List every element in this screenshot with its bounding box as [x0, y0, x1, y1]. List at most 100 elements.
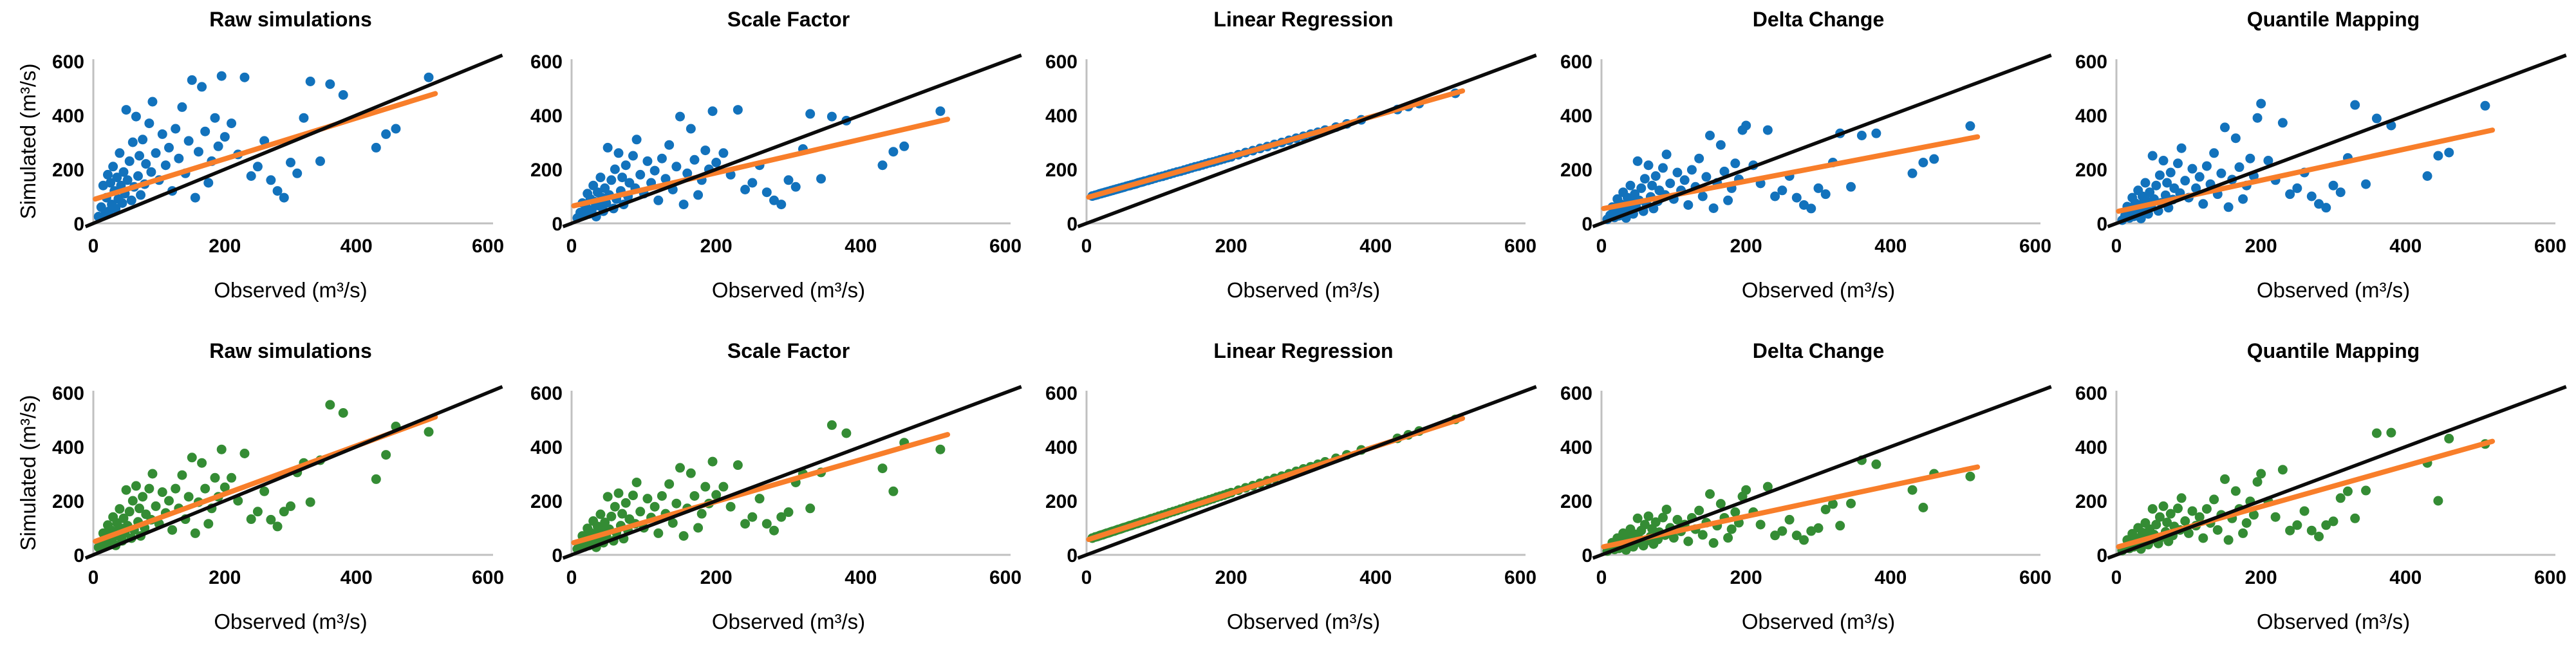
- svg-text:600: 600: [2019, 236, 2051, 257]
- svg-text:400: 400: [1045, 106, 1078, 127]
- svg-text:600: 600: [1504, 236, 1536, 257]
- svg-text:400: 400: [1560, 437, 1592, 458]
- svg-text:400: 400: [2075, 437, 2107, 458]
- svg-text:400: 400: [2075, 106, 2107, 127]
- svg-text:0: 0: [2096, 545, 2107, 566]
- svg-text:400: 400: [1874, 236, 1907, 257]
- svg-text:0: 0: [73, 545, 84, 566]
- scatter-plot: 0 200 400 600 0 200 400 600 Observed (m³/s): [530, 383, 1022, 633]
- svg-text:600: 600: [1045, 51, 1078, 73]
- svg-text:200: 200: [1560, 160, 1592, 181]
- chart-title: Raw simulations: [209, 339, 372, 362]
- svg-text:200: 200: [2245, 236, 2277, 257]
- svg-text:Observed (m³/s): Observed (m³/s): [1227, 278, 1380, 302]
- svg-text:200: 200: [52, 160, 84, 181]
- svg-text:400: 400: [341, 567, 373, 588]
- svg-text:400: 400: [1874, 567, 1907, 588]
- svg-text:0: 0: [88, 236, 99, 257]
- svg-text:200: 200: [700, 236, 733, 257]
- svg-text:Observed (m³/s): Observed (m³/s): [214, 278, 367, 302]
- svg-text:200: 200: [1045, 491, 1078, 512]
- svg-text:600: 600: [2075, 383, 2107, 404]
- svg-text:200: 200: [2075, 491, 2107, 512]
- svg-text:600: 600: [2534, 567, 2566, 588]
- chart-title: Linear Regression: [1213, 8, 1394, 31]
- svg-text:400: 400: [845, 236, 877, 257]
- chart-title: Scale Factor: [727, 8, 850, 31]
- svg-text:600: 600: [2019, 567, 2051, 588]
- scatter-plot: 0 200 400 600 0 200 400 600 Observed (m³/s): [2075, 51, 2567, 302]
- chart-title: Delta Change: [1752, 8, 1885, 31]
- svg-text:Observed (m³/s): Observed (m³/s): [712, 278, 865, 302]
- chart-title: Quantile Mapping: [2246, 339, 2420, 362]
- svg-text:400: 400: [52, 437, 84, 458]
- svg-text:200: 200: [700, 567, 733, 588]
- svg-text:0: 0: [1067, 545, 1078, 566]
- panel-bottom-raw-simulations: Raw simulations 0 200 400 600 0 200 400 600 Obse…: [0, 332, 515, 663]
- svg-text:400: 400: [1045, 437, 1078, 458]
- svg-text:600: 600: [472, 567, 504, 588]
- svg-text:Observed (m³/s): Observed (m³/s): [214, 610, 367, 633]
- svg-text:Simulated (m³/s): Simulated (m³/s): [16, 395, 40, 550]
- svg-text:0: 0: [566, 567, 577, 588]
- panel-top-quantile-mapping: Quantile Mapping 0 200 400 600 0 200 400 600 Obs…: [2060, 0, 2576, 332]
- panel-bottom-scale-factor: Scale Factor 0 200 400 600 0 200 400 600 Observe…: [515, 332, 1030, 663]
- svg-text:0: 0: [1596, 236, 1607, 257]
- svg-text:600: 600: [2075, 51, 2107, 73]
- svg-text:200: 200: [530, 160, 563, 181]
- svg-text:400: 400: [845, 567, 877, 588]
- svg-text:200: 200: [530, 491, 563, 512]
- chart-title: Scale Factor: [727, 339, 850, 362]
- scatter-plot: 0 200 400 600 0 200 400 600 Observed (m³/s): [2075, 383, 2567, 633]
- svg-text:0: 0: [552, 214, 563, 235]
- svg-text:200: 200: [1560, 491, 1592, 512]
- panel-top-raw-simulations: Raw simulations 0 200 400 600 0 200 400 600 Obse…: [0, 0, 515, 332]
- svg-text:200: 200: [2245, 567, 2277, 588]
- chart-title: Quantile Mapping: [2246, 8, 2420, 31]
- scatter-plot: 0 200 400 600 0 200 400 600 Observed (m³/s): [530, 51, 1022, 302]
- svg-text:0: 0: [88, 567, 99, 588]
- svg-text:600: 600: [989, 567, 1022, 588]
- svg-text:400: 400: [1560, 106, 1592, 127]
- svg-text:600: 600: [52, 51, 84, 73]
- svg-text:600: 600: [530, 51, 563, 73]
- svg-text:400: 400: [2389, 567, 2422, 588]
- svg-text:Observed (m³/s): Observed (m³/s): [2257, 278, 2410, 302]
- panel-bottom-linear-regression: Linear Regression 0 200 400 600 0 200 400 600 Ob…: [1030, 332, 1545, 663]
- scatter-plot: 0 200 400 600 0 200 400 600 Observed (m³/s) Simul…: [16, 383, 504, 633]
- svg-text:400: 400: [1359, 236, 1392, 257]
- svg-text:0: 0: [1081, 236, 1092, 257]
- svg-text:200: 200: [1045, 160, 1078, 181]
- svg-text:600: 600: [530, 383, 563, 404]
- svg-text:600: 600: [1560, 383, 1592, 404]
- scatter-plot: 0 200 400 600 0 200 400 600 Observed (m³/s): [1560, 383, 2052, 633]
- panel-bottom-quantile-mapping: Quantile Mapping 0 200 400 600 0 200 400 600 Obs…: [2060, 332, 2576, 663]
- panel-bottom-delta-change: Delta Change 0 200 400 600 0 200 400 600 Observe…: [1545, 332, 2060, 663]
- panel-top-delta-change: Delta Change 0 200 400 600 0 200 400 600 Observe…: [1545, 0, 2060, 332]
- scatter-plot: 0 200 400 600 0 200 400 600 Observed (m³/s): [1045, 383, 1537, 633]
- svg-text:0: 0: [2096, 214, 2107, 235]
- svg-text:Observed (m³/s): Observed (m³/s): [1742, 610, 1895, 633]
- svg-text:200: 200: [2075, 160, 2107, 181]
- svg-text:600: 600: [2534, 236, 2566, 257]
- svg-text:Observed (m³/s): Observed (m³/s): [1227, 610, 1380, 633]
- svg-text:400: 400: [52, 106, 84, 127]
- scatter-plot: 0 200 400 600 0 200 400 600 Observed (m³/s): [1560, 51, 2052, 302]
- svg-text:600: 600: [1560, 51, 1592, 73]
- svg-text:400: 400: [530, 106, 563, 127]
- svg-text:400: 400: [341, 236, 373, 257]
- svg-text:200: 200: [52, 491, 84, 512]
- svg-text:0: 0: [566, 236, 577, 257]
- svg-text:200: 200: [1730, 567, 1762, 588]
- svg-text:600: 600: [989, 236, 1022, 257]
- svg-text:600: 600: [1504, 567, 1536, 588]
- svg-text:Observed (m³/s): Observed (m³/s): [712, 610, 865, 633]
- svg-text:200: 200: [1730, 236, 1762, 257]
- panel-top-scale-factor: Scale Factor 0 200 400 600 0 200 400 600 Observe…: [515, 0, 1030, 332]
- svg-text:0: 0: [1596, 567, 1607, 588]
- panel-top-linear-regression: Linear Regression 0 200 400 600 0 200 400 600 Ob…: [1030, 0, 1545, 332]
- chart-title: Linear Regression: [1213, 339, 1394, 362]
- chart-title: Raw simulations: [209, 8, 372, 31]
- svg-text:Observed (m³/s): Observed (m³/s): [1742, 278, 1895, 302]
